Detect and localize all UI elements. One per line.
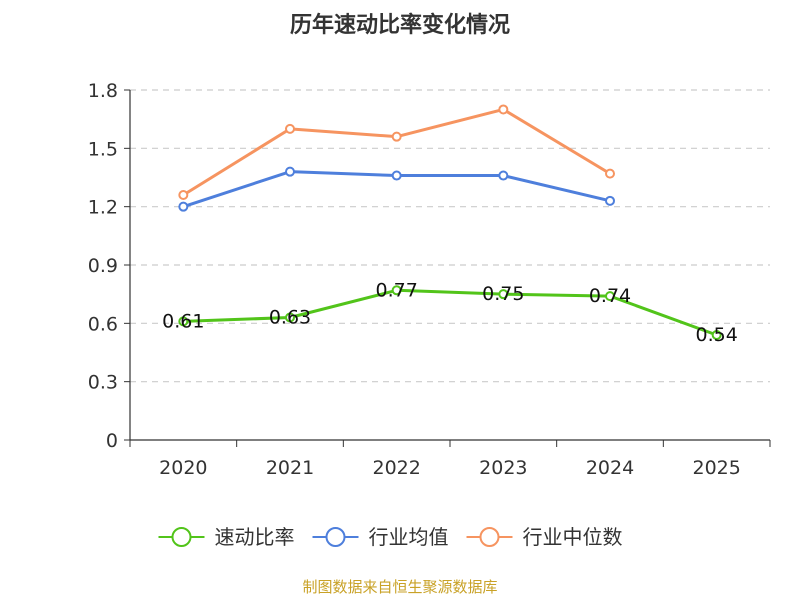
data-point	[285, 123, 295, 134]
data-point	[498, 170, 509, 181]
y-tick-label: 0.6	[88, 313, 118, 335]
data-point	[391, 131, 402, 142]
series-layer	[178, 104, 722, 340]
data-point	[391, 285, 402, 296]
y-tick-label: 0.9	[88, 255, 118, 277]
data-point	[498, 289, 509, 300]
legend-item: 速动比率	[158, 525, 295, 549]
x-tick-label: 2025	[692, 457, 740, 479]
series-line	[183, 288, 718, 337]
legend-marker	[325, 527, 346, 547]
y-tick-label: 1.8	[88, 80, 118, 102]
y-tick-label: 1.2	[88, 197, 118, 219]
data-point	[605, 291, 615, 302]
legend-item: 行业均值	[312, 525, 449, 549]
x-tick-label: 2020	[159, 457, 207, 479]
x-tick-label: 2022	[372, 457, 420, 479]
series-line	[182, 107, 611, 197]
chart-title: 历年速动比率变化情况	[290, 12, 510, 38]
data-label: 0.61	[162, 310, 204, 332]
legend-marker	[479, 527, 500, 547]
legend-marker	[171, 527, 192, 547]
data-point	[605, 168, 615, 179]
source-note: 制图数据来自恒生聚源数据库	[302, 578, 497, 596]
data-label: 0.75	[482, 283, 524, 305]
data-point	[285, 166, 295, 177]
label-layer: 0.61 0.63 0.77 0.75 0.74 0.54	[162, 279, 738, 346]
data-label: 0.54	[696, 324, 738, 346]
data-point	[285, 312, 295, 323]
y-tick-label: 0	[106, 430, 118, 452]
data-point	[605, 195, 615, 206]
data-point	[711, 330, 722, 340]
legend-item: 行业中位数	[466, 525, 623, 549]
data-label: 0.77	[376, 279, 418, 301]
x-tick-label: 2021	[266, 457, 314, 479]
grid-layer	[130, 89, 770, 383]
legend-label: 行业中位数	[523, 525, 623, 549]
data-label: 0.74	[589, 285, 631, 307]
data-point	[178, 201, 189, 212]
data-label: 0.63	[269, 307, 311, 329]
legend: 速动比率 行业均值 行业中位数	[158, 525, 623, 549]
y-tick-label: 1.5	[88, 138, 118, 160]
data-point	[498, 104, 509, 115]
x-tick-label: 2023	[479, 457, 527, 479]
x-tick-label: 2024	[586, 457, 634, 479]
axis-layer: 0 0.3 0.6 0.9 1.2 1.5 1.8 2020 2021 2022 2023 2024 2…	[88, 80, 771, 479]
y-tick-label: 0.3	[88, 372, 118, 394]
data-point	[178, 190, 189, 200]
legend-label: 行业均值	[369, 525, 449, 549]
data-point	[178, 316, 189, 327]
legend-label: 速动比率	[215, 525, 295, 549]
data-point	[391, 170, 402, 181]
